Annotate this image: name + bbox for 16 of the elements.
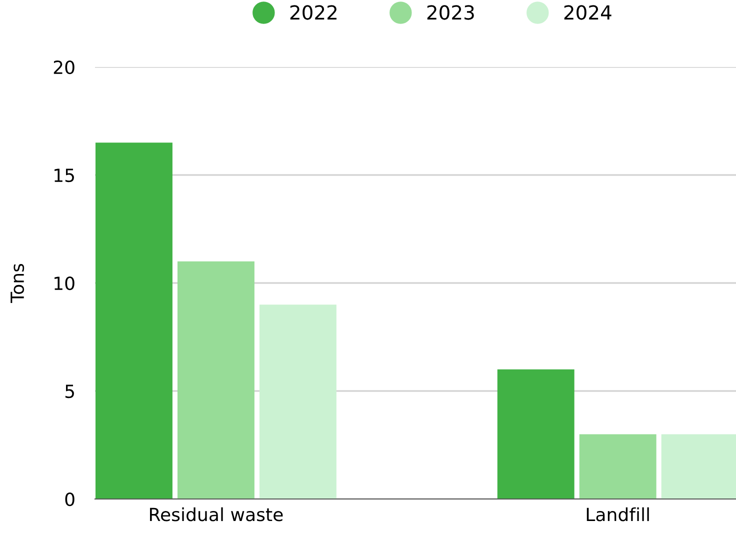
y-tick-label: 5: [65, 384, 74, 398]
y-tick-label: 10: [54, 276, 74, 290]
y-tick-label: 20: [54, 60, 74, 74]
x-tick-label: Landfill: [586, 507, 649, 522]
y-tick-label: 15: [54, 168, 74, 182]
bar: [259, 304, 336, 499]
bar: [177, 261, 254, 499]
x-tick-label: Residual waste: [150, 507, 283, 522]
y-tick-label: 0: [65, 492, 74, 506]
bar: [579, 434, 656, 499]
bar: [497, 369, 574, 499]
bar: [96, 142, 172, 499]
legend-label: 2024: [564, 5, 612, 20]
legend-label: 2023: [427, 5, 474, 20]
y-axis-title: Tons: [10, 264, 24, 303]
legend-label: 2022: [290, 5, 336, 20]
